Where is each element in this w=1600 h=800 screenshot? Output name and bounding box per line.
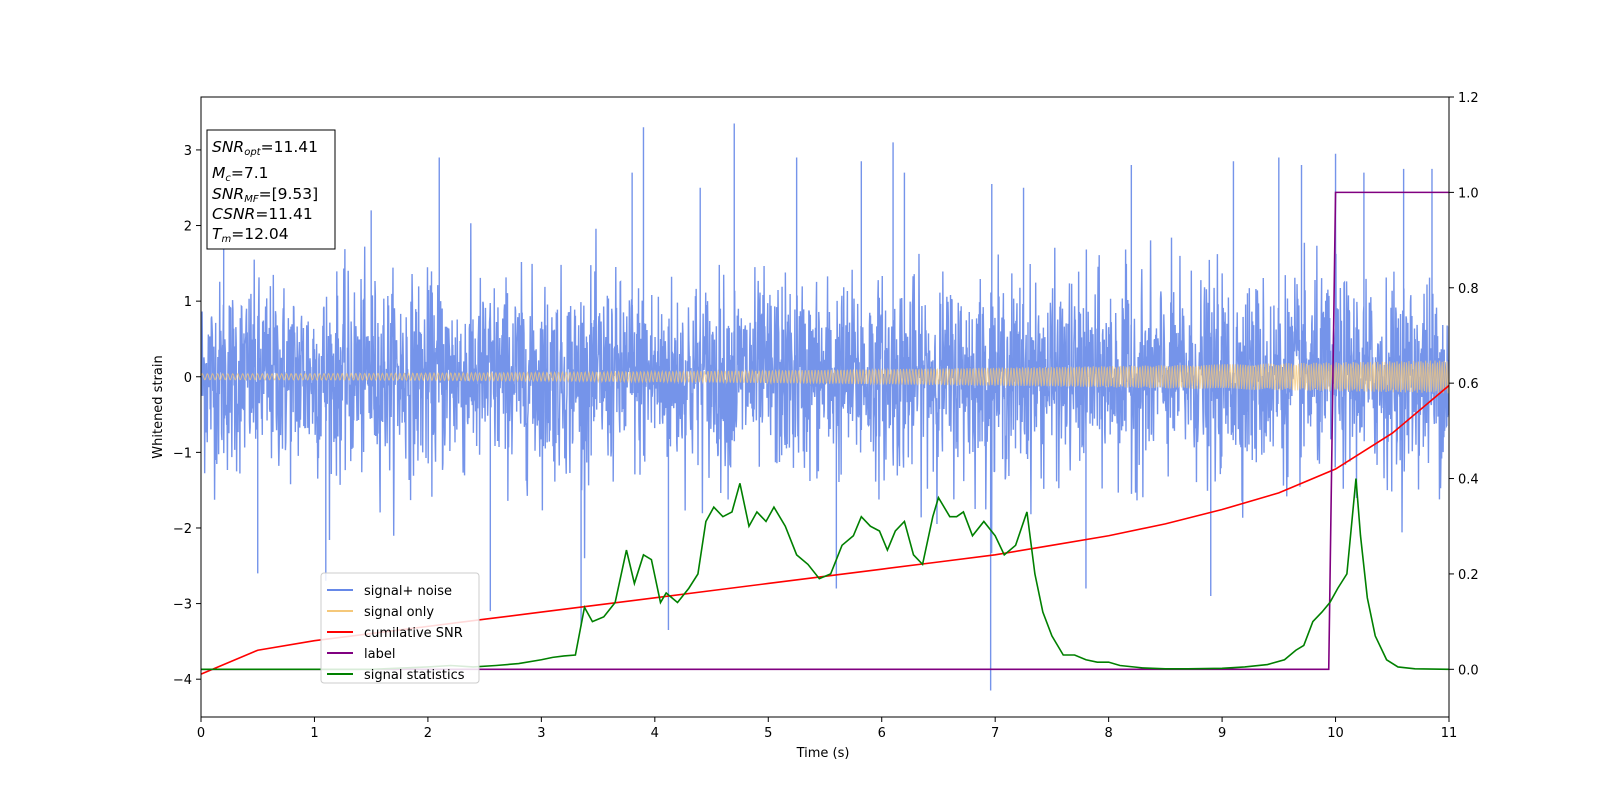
y-tick-label: −3 bbox=[173, 598, 192, 613]
x-tick-label: 5 bbox=[764, 726, 772, 741]
y2-tick-label: 0.2 bbox=[1458, 568, 1479, 583]
x-axis: 0 1 2 3 4 5 6 7 8 9 10 11 bbox=[197, 717, 1457, 741]
legend-box bbox=[320, 572, 480, 684]
y-tick-label: −2 bbox=[173, 522, 192, 537]
signal-only-series bbox=[201, 360, 1449, 394]
annotation-tm: Tm=12.04 bbox=[212, 225, 289, 245]
x-tick-label: 10 bbox=[1327, 726, 1344, 741]
x-tick-label: 4 bbox=[651, 726, 659, 741]
x-tick-label: 11 bbox=[1441, 726, 1458, 741]
x-tick-label: 3 bbox=[537, 726, 545, 741]
x-axis-label: Time (s) bbox=[796, 746, 850, 761]
label-series bbox=[201, 191, 1449, 671]
annotation-snr-opt: SNRopt=11.41 bbox=[212, 138, 318, 158]
y-axis: 3 2 1 0 −1 −2 −3 −4 bbox=[173, 144, 201, 688]
y-tick-label: 3 bbox=[184, 144, 192, 159]
legend: signal+ noise signal only cumilative SNR la… bbox=[320, 572, 480, 684]
y2-tick-label: 0.4 bbox=[1458, 473, 1479, 488]
annotation-snr-mf: SNRMF=[9.53] bbox=[212, 185, 318, 205]
y2-tick-label: 1.2 bbox=[1458, 91, 1479, 106]
y-tick-label: −4 bbox=[173, 673, 192, 688]
x-tick-label: 8 bbox=[1104, 726, 1112, 741]
y-tick-label: 1 bbox=[184, 295, 192, 310]
x-tick-label: 2 bbox=[424, 726, 432, 741]
legend-label: signal only bbox=[364, 605, 434, 620]
plot-frame bbox=[200, 96, 1450, 718]
x-tick-label: 1 bbox=[310, 726, 318, 741]
annotation-csnr: CSNR=11.41 bbox=[212, 205, 313, 223]
legend-label: signal+ noise bbox=[364, 584, 452, 599]
legend-label: label bbox=[364, 647, 395, 662]
y-tick-label: 0 bbox=[184, 371, 192, 386]
annotation-mc: Mc=7.1 bbox=[212, 164, 269, 184]
y2-tick-label: 0.8 bbox=[1458, 282, 1479, 297]
annotation-box: SNRopt=11.41 Mc=7.1 SNRMF=[9.53] CSNR=11… bbox=[206, 129, 336, 250]
x-tick-label: 9 bbox=[1218, 726, 1226, 741]
y-tick-label: −1 bbox=[173, 446, 192, 461]
y2-tick-label: 1.0 bbox=[1458, 186, 1479, 201]
x-tick-label: 6 bbox=[878, 726, 886, 741]
y2-tick-label: 0.6 bbox=[1458, 377, 1479, 392]
y-axis-label: Whitened strain bbox=[151, 355, 166, 458]
legend-label: cumilative SNR bbox=[364, 626, 463, 641]
x-tick-label: 7 bbox=[991, 726, 999, 741]
y2-tick-label: 0.0 bbox=[1458, 663, 1479, 678]
x-tick-label: 0 bbox=[197, 726, 205, 741]
legend-label: signal statistics bbox=[364, 668, 465, 683]
y2-axis: 1.2 1.0 0.8 0.6 0.4 0.2 0.0 bbox=[1449, 91, 1479, 678]
y-tick-label: 2 bbox=[184, 220, 192, 235]
signal-statistics-series bbox=[201, 478, 1449, 671]
signal-noise-series bbox=[201, 123, 1449, 691]
